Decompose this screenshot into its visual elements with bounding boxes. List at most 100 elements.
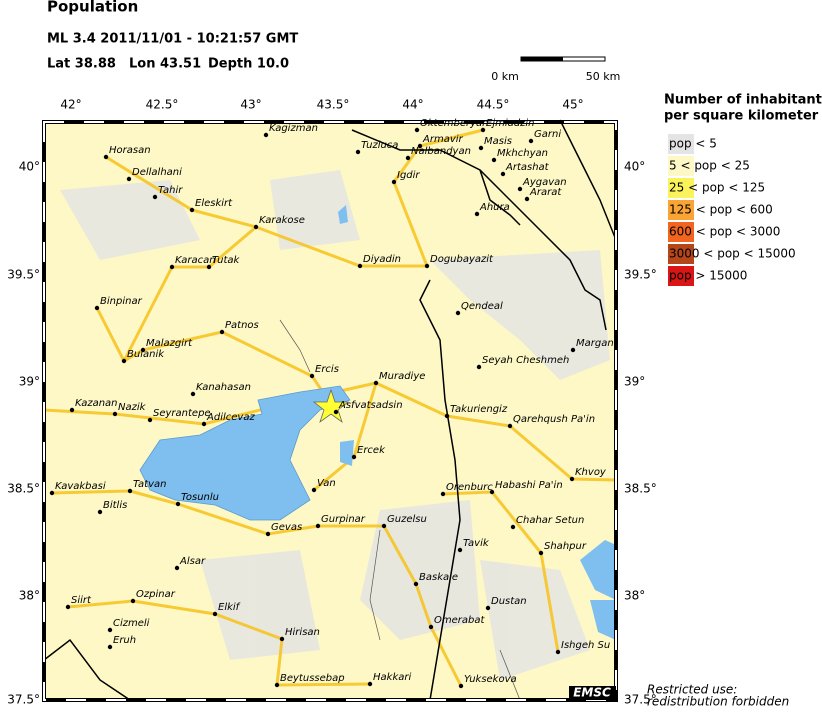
town-marker: [279, 636, 285, 642]
town-marker: [491, 157, 497, 163]
legend-swatch: [668, 222, 694, 242]
town-marker: [569, 476, 575, 482]
town-label: Siirt: [71, 595, 92, 606]
title: Population: [47, 0, 138, 16]
town-label: Tuzluca: [361, 140, 398, 151]
town-label: Seyrantepe: [153, 408, 211, 419]
town-label: Ejmiadzin: [486, 118, 534, 129]
town-marker: [309, 373, 315, 379]
town-label: Tosunlu: [181, 492, 219, 503]
town-label: Orenburc: [446, 482, 493, 493]
town-label: Horasan: [109, 145, 151, 156]
lat-tick-label: 38.5°: [624, 482, 657, 496]
depth: Depth 10.0: [208, 57, 289, 72]
legend-label: pop < 5: [669, 137, 717, 151]
town-marker: [480, 127, 486, 133]
lat-tick-label: 38°: [624, 589, 645, 603]
town-marker: [457, 547, 463, 553]
town-marker: [219, 329, 225, 335]
lon-tick-label: 43°: [240, 98, 261, 112]
town-marker: [112, 411, 118, 417]
town-marker: [458, 683, 464, 689]
lat-tick-label: 39.5°: [7, 268, 40, 282]
town-marker: [517, 186, 523, 192]
town-marker: [175, 501, 181, 507]
town-label: Bulanik: [127, 349, 165, 360]
town-label: Masis: [484, 136, 512, 147]
lat-tick-label: 38.5°: [7, 482, 40, 496]
town-marker: [152, 194, 158, 200]
town-label: Tavik: [463, 538, 490, 549]
lon-tick-label: 44°: [402, 98, 423, 112]
town-label: Seyah Cheshmeh: [482, 355, 569, 366]
lon-tick-label: 42.5°: [146, 98, 179, 112]
lon-tick-label: 43.5°: [317, 98, 350, 112]
town-marker: [311, 487, 317, 493]
town-label: Takuriengiz: [450, 404, 508, 415]
town-marker: [126, 176, 132, 182]
town-label: Van: [317, 478, 336, 489]
scale-bar: 0 km 50 km: [491, 56, 620, 83]
town-marker: [140, 347, 146, 353]
town-marker: [413, 581, 419, 587]
town-marker: [315, 523, 321, 529]
town-label: Bitlis: [103, 500, 127, 511]
town-marker: [169, 264, 175, 270]
town-marker: [147, 417, 153, 423]
legend-swatch: [668, 134, 694, 154]
town-marker: [107, 627, 113, 633]
town-marker: [507, 423, 513, 429]
map: Horasan Dellalhani Tahir Kagizman Tuzluca Okt…: [42, 118, 618, 702]
town-marker: [121, 358, 127, 364]
town-marker: [351, 454, 357, 460]
lat-tick-label: 38°: [19, 589, 40, 603]
town-marker: [373, 380, 379, 386]
town-marker: [417, 143, 423, 149]
lat: Lat 38.88: [47, 57, 116, 72]
town-marker: [478, 145, 484, 151]
legend-swatch: [668, 244, 694, 264]
town-label: Diyadin: [363, 254, 401, 265]
town-marker: [127, 488, 133, 494]
town-label: Karakose: [259, 215, 305, 226]
town-label: Karacan: [175, 255, 216, 266]
town-label: Igdir: [397, 170, 420, 181]
town-marker: [414, 127, 420, 133]
emsc-badge: EMSC: [573, 686, 611, 700]
town-marker: [333, 409, 339, 415]
town-label: Dogubayazit: [430, 254, 494, 265]
town-label: Mkhchyan: [497, 148, 548, 159]
town-marker: [570, 347, 576, 353]
town-label: Ercek: [357, 445, 386, 456]
town-marker: [49, 490, 55, 496]
town-label: Tatvan: [133, 479, 167, 490]
town-label: Tahir: [158, 185, 183, 196]
lon-tick-label: 44.5°: [477, 98, 510, 112]
legend-label: 3000 < pop < 15000: [669, 247, 796, 261]
town-label: Yuksekova: [464, 674, 517, 685]
town-label: Eleskirt: [195, 198, 233, 209]
town-label: Nazik: [118, 402, 147, 413]
town-label: Hirisan: [285, 627, 320, 638]
town-marker: [130, 598, 136, 604]
lat-tick-label: 40°: [624, 160, 645, 174]
legend-swatch: [668, 266, 694, 286]
town-label: Elkif: [218, 602, 241, 613]
town-label: Kavakbasi: [55, 481, 106, 492]
town-label: Habashi Pa'in: [495, 480, 563, 491]
town-marker: [253, 224, 259, 230]
town-marker: [65, 604, 71, 610]
towns: Horasan Dellalhani Tahir Kagizman Tuzluca Okt…: [49, 118, 614, 689]
town-marker: [94, 305, 100, 311]
town-label: Dustan: [491, 596, 527, 607]
town-label: Hakkari: [373, 672, 411, 683]
town-marker: [555, 649, 561, 655]
town-label: Armavir: [422, 134, 464, 145]
town-marker: [212, 611, 218, 617]
legend-swatch: [668, 178, 694, 198]
town-label: Khvoy: [575, 467, 607, 478]
lat-tick-label: 40°: [19, 160, 40, 174]
town-marker: [476, 364, 482, 370]
town-label: Qendeal: [461, 301, 503, 312]
